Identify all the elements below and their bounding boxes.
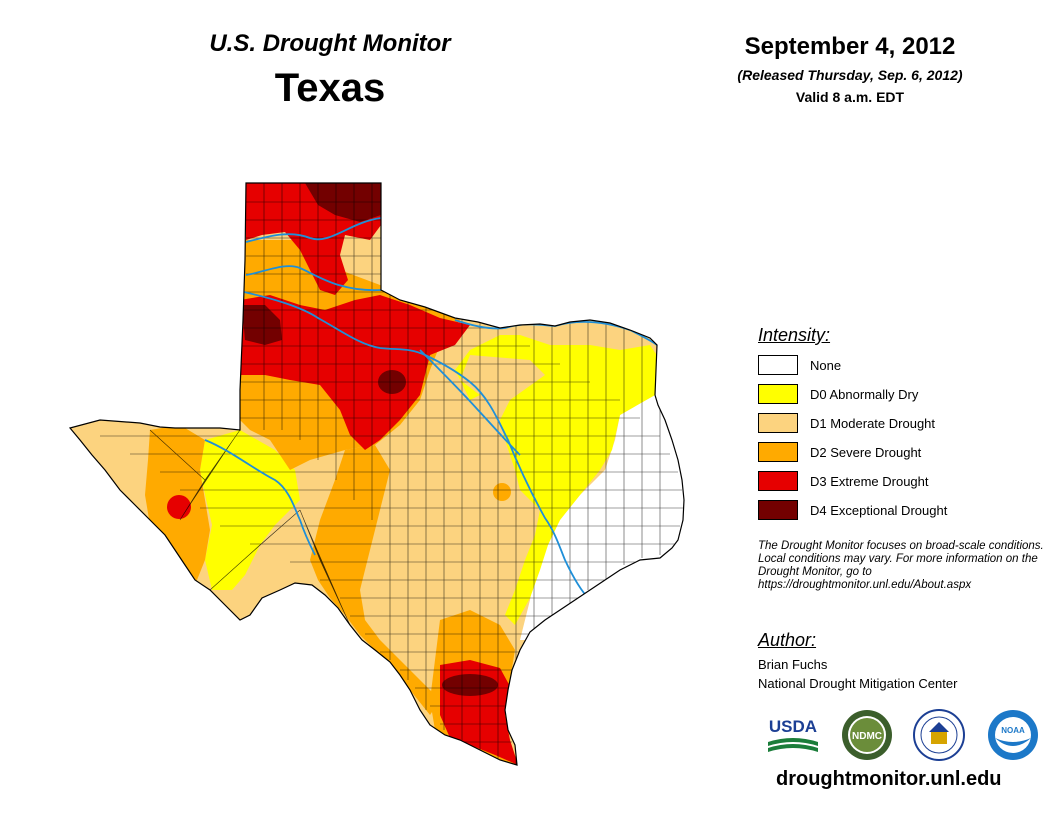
legend-item: D1 Moderate Drought: [758, 412, 935, 434]
legend-swatch: [758, 355, 798, 375]
county-grid: [100, 183, 684, 765]
legend-item: D4 Exceptional Drought: [758, 499, 947, 521]
noaa-logo-text: NOAA: [1001, 726, 1025, 735]
legend-label: None: [810, 357, 842, 373]
d0-area-west: [200, 430, 300, 590]
legend-label: D4 Exceptional Drought: [810, 502, 948, 518]
d2-spot-central: [493, 483, 511, 501]
legend-item: D0 Abnormally Dry: [758, 383, 918, 405]
legend-item: None: [758, 354, 841, 376]
author-organization: National Drought Mitigation Center: [758, 676, 958, 691]
legend-swatch: [758, 500, 798, 520]
legend-title: Intensity:: [758, 325, 831, 345]
d4-area-panhandle-ne: [305, 183, 381, 222]
d3-spot-west: [167, 495, 191, 519]
legend-swatch: [758, 384, 798, 404]
drought-monitor-note: The Drought Monitor focuses on broad-sca…: [758, 540, 1044, 591]
texas-drought-map: [69, 182, 685, 766]
ndmc-logo: NDMC: [842, 710, 892, 760]
d4-area-south: [442, 674, 498, 696]
author-name: Brian Fuchs: [758, 657, 828, 672]
legend-item: D3 Extreme Drought: [758, 470, 929, 492]
legend-label: D1 Moderate Drought: [810, 415, 936, 431]
usda-logo-text: USDA: [769, 717, 817, 736]
d0-area-east: [455, 335, 660, 625]
map-date: September 4, 2012: [744, 33, 956, 60]
legend-label: D0 Abnormally Dry: [810, 386, 919, 402]
legend-swatch: [758, 442, 798, 462]
noaa-logo: NOAA: [988, 710, 1038, 760]
release-date: (Released Thursday, Sep. 6, 2012): [737, 67, 963, 83]
website-link[interactable]: droughtmonitor.unl.edu: [776, 768, 1002, 790]
d2-area-central: [310, 445, 440, 715]
d4-area-rolling-plains: [242, 305, 282, 345]
d3-area-rolling-plains: [240, 295, 470, 450]
ndmc-logo-text: NDMC: [852, 731, 882, 742]
author-heading: Author:: [758, 630, 817, 650]
legend-label: D2 Severe Drought: [810, 444, 922, 460]
state-name: Texas: [274, 66, 386, 110]
legend-swatch: [758, 471, 798, 491]
legend-swatch: [758, 413, 798, 433]
commerce-seal-logo: [913, 709, 965, 761]
legend-label: D3 Extreme Drought: [810, 473, 929, 489]
usda-logo: USDA: [768, 717, 818, 752]
rivers: [204, 217, 658, 601]
legend-item: D2 Severe Drought: [758, 441, 921, 463]
valid-time: Valid 8 a.m. EDT: [795, 89, 905, 105]
drought-areas: [70, 183, 684, 765]
none-area-east: [520, 380, 684, 640]
map-title: U.S. Drought Monitor: [209, 30, 451, 57]
